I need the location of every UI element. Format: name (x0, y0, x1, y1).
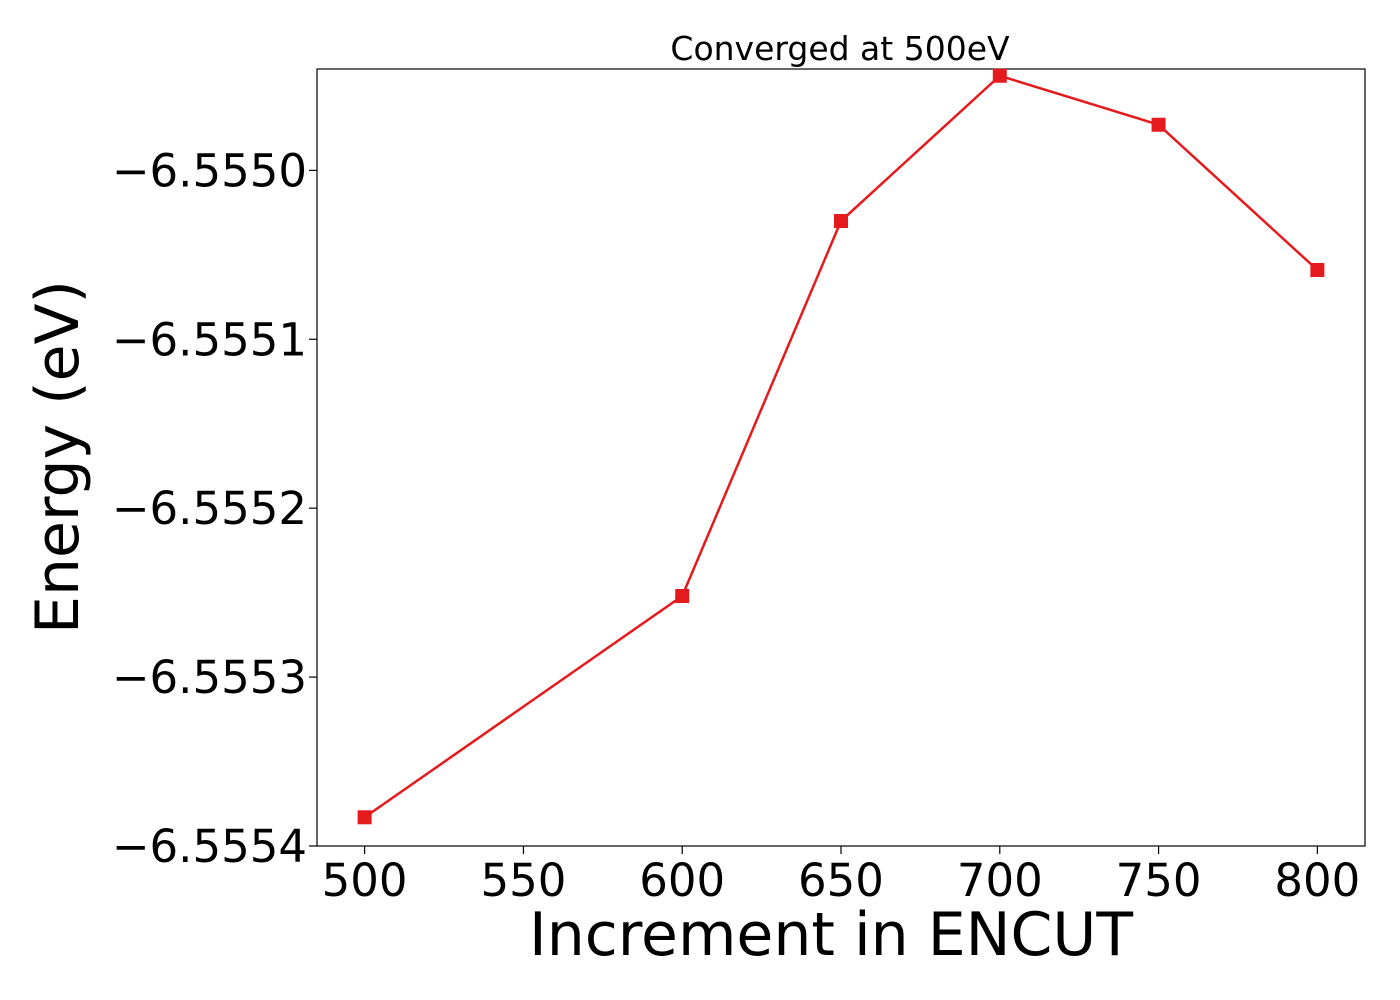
y-axis: −6.5554 −6.5553 −6.5552 −6.5551 −6.5550 (112, 144, 317, 873)
x-axis: 500 550 600 650 700 750 800 (322, 846, 1360, 907)
data-point-marker (357, 810, 372, 825)
data-point-marker (1310, 263, 1325, 278)
x-tick-label: 700 (957, 854, 1043, 907)
data-point-marker (1151, 117, 1166, 132)
x-axis-label: Increment in ENCUT (529, 900, 1133, 970)
series-line (363, 74, 1319, 819)
x-tick-label: 800 (1274, 854, 1360, 907)
y-tick-label: −6.5551 (112, 313, 307, 366)
plot-frame (316, 68, 1366, 847)
x-tick-label: 650 (798, 854, 884, 907)
x-tick-label: 500 (322, 854, 408, 907)
y-axis-label: Energy (eV) (23, 280, 93, 634)
y-tick-label: −6.5553 (112, 651, 307, 704)
y-tick-label: −6.5552 (112, 482, 307, 535)
series-layer (357, 68, 1325, 825)
x-tick-label: 600 (639, 854, 725, 907)
x-tick-label: 550 (480, 854, 566, 907)
x-tick-label: 750 (1116, 854, 1202, 907)
y-tick-label: −6.5554 (112, 820, 307, 873)
y-tick-label: −6.5550 (112, 144, 307, 197)
data-point-marker (675, 589, 690, 604)
chart-title: Converged at 500eV (670, 29, 1010, 68)
data-point-marker (992, 68, 1007, 83)
data-point-marker (834, 214, 848, 229)
